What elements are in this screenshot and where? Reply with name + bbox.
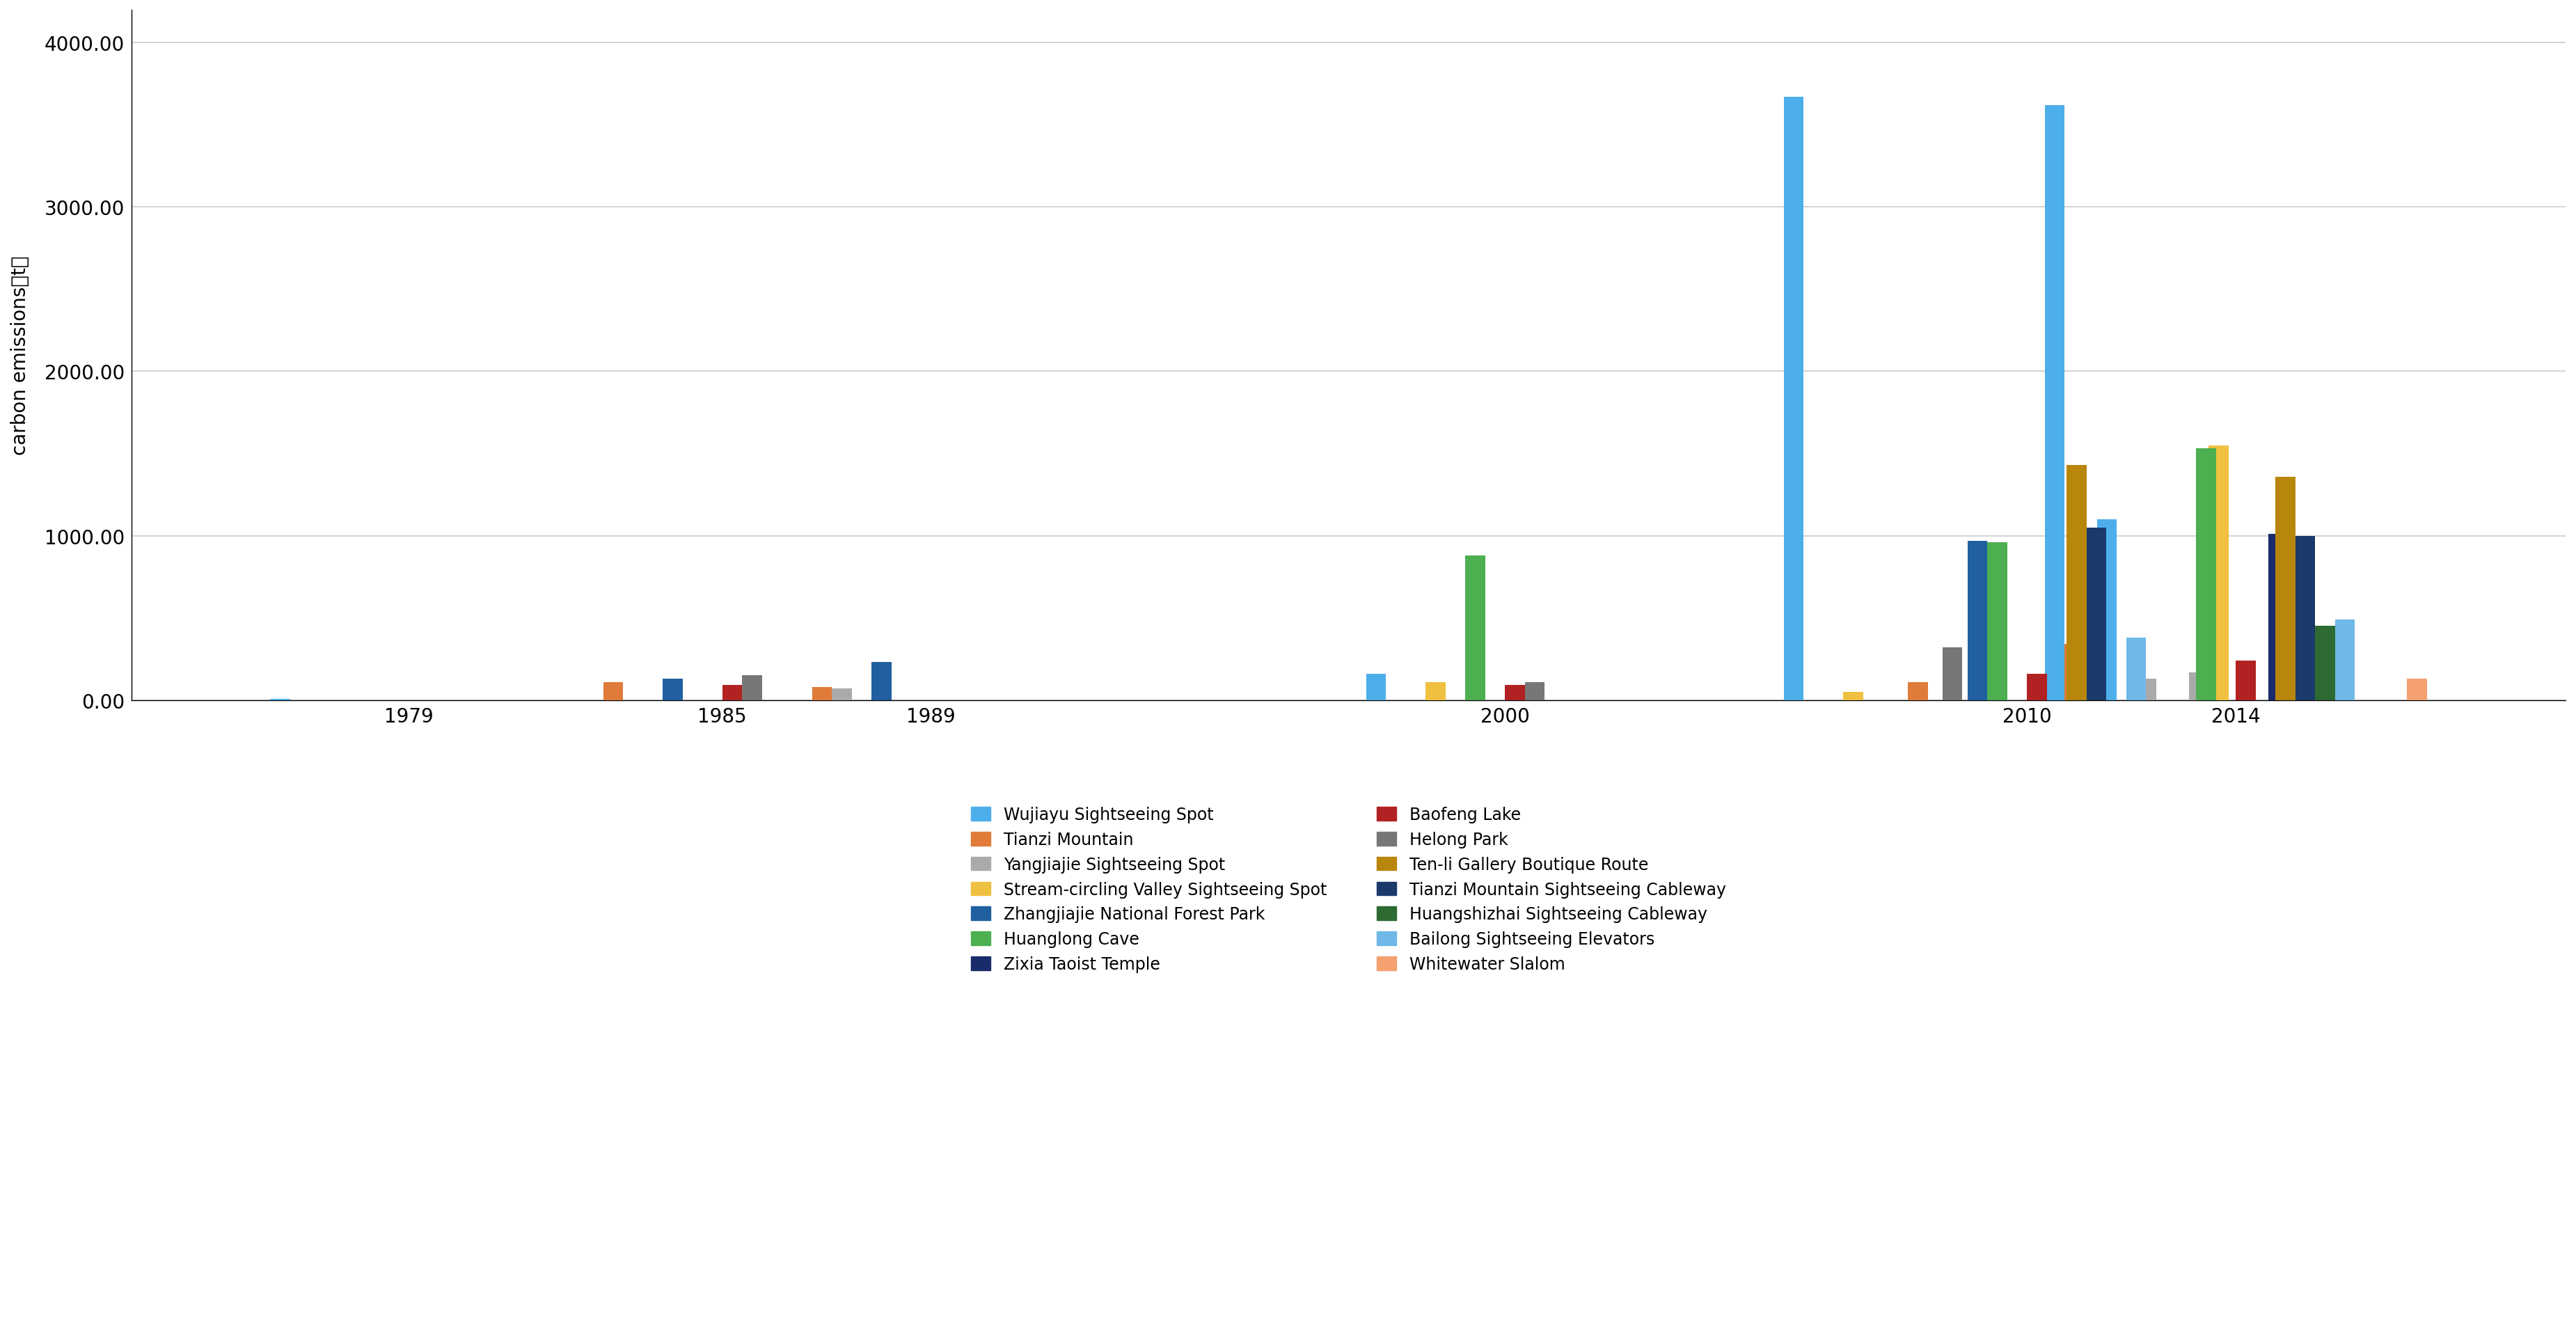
Bar (2066, 465, 2087, 700)
Bar (1909, 683, 1927, 700)
Bar (1365, 674, 1386, 700)
Bar (2295, 536, 2316, 700)
Bar (2334, 619, 2354, 700)
Bar (811, 687, 832, 700)
Bar (603, 683, 623, 700)
Bar (2406, 679, 2427, 700)
Bar (2267, 534, 2287, 700)
Bar (2197, 450, 2215, 700)
Bar (1783, 98, 1803, 700)
Bar (742, 676, 762, 700)
Bar (1986, 542, 2007, 700)
Bar (1942, 648, 1963, 700)
Bar (2316, 626, 2334, 700)
Bar (2208, 446, 2228, 700)
Bar (2087, 528, 2107, 700)
Bar (2125, 638, 2146, 700)
Bar (1844, 692, 1862, 700)
Bar (1504, 686, 1525, 700)
Legend: Wujiayu Sightseeing Spot, Tianzi Mountain, Yangjiajie Sightseeing Spot, Stream-c: Wujiayu Sightseeing Spot, Tianzi Mountai… (963, 798, 1734, 981)
Bar (2275, 477, 2295, 700)
Bar (871, 663, 891, 700)
Y-axis label: carbon emissions（t）: carbon emissions（t） (10, 256, 31, 455)
Bar (2097, 520, 2117, 700)
Bar (1425, 683, 1445, 700)
Bar (1968, 541, 1986, 700)
Bar (2027, 674, 2048, 700)
Bar (2190, 672, 2208, 700)
Bar (2045, 106, 2063, 700)
Bar (1525, 683, 1546, 700)
Bar (1466, 556, 1486, 700)
Bar (662, 679, 683, 700)
Bar (2136, 679, 2156, 700)
Bar (832, 688, 853, 700)
Bar (2063, 644, 2084, 700)
Bar (721, 686, 742, 700)
Bar (2236, 660, 2257, 700)
